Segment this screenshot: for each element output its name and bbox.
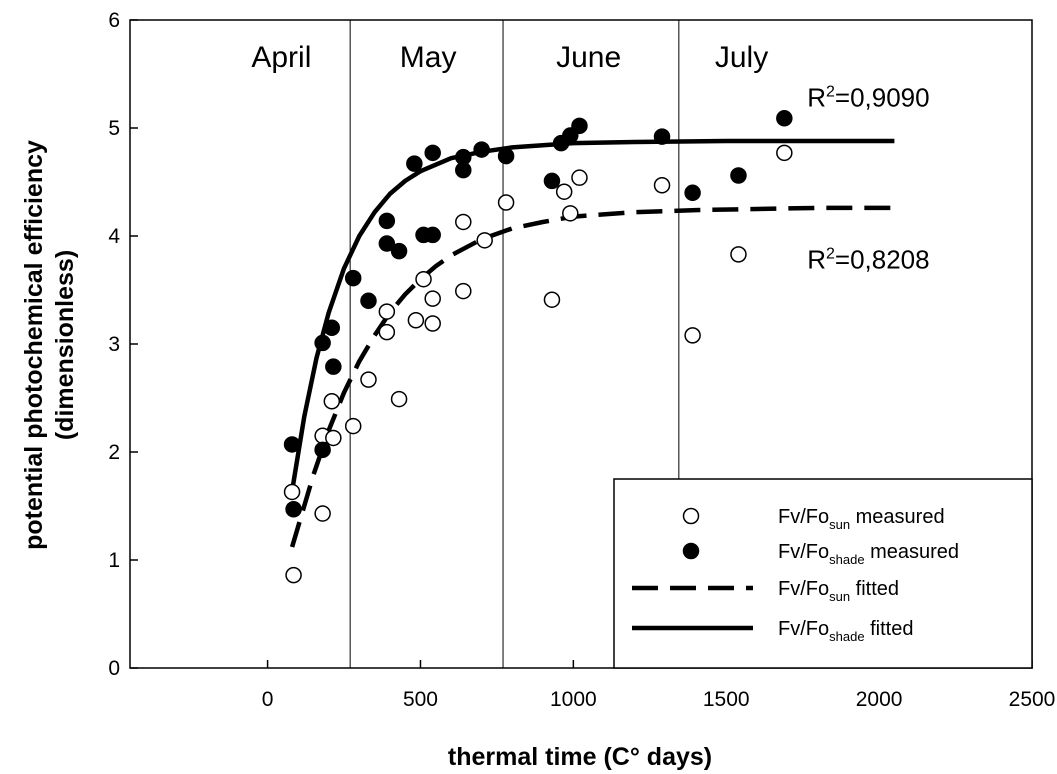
x-tick-label: 1500 [703, 688, 750, 711]
x-tick-label: 500 [403, 688, 438, 711]
data-point-sun [424, 290, 441, 307]
x-tick-label: 1000 [550, 688, 597, 711]
y-tick-label: 5 [108, 117, 120, 140]
data-point-sun [283, 483, 301, 501]
x-axis-title: thermal time (C° days) [448, 743, 712, 771]
data-point-sun [653, 176, 671, 194]
month-label-april: April [251, 41, 311, 74]
fitted-curve-sun [289, 205, 895, 548]
y-axis-title-line1: potential photochemical efficiency [20, 140, 48, 550]
data-point-shade [378, 235, 396, 252]
data-point-sun [684, 327, 701, 344]
data-point-shade [776, 110, 793, 127]
data-point-shade [653, 128, 671, 145]
y-tick-label: 1 [108, 549, 120, 572]
data-point-sun [378, 303, 396, 320]
legend-marker-sun [682, 507, 700, 525]
legend-label-sun: Fv/Fosun fitted [778, 578, 899, 604]
y-tick-label: 0 [108, 657, 120, 680]
data-point-shade [473, 141, 490, 158]
data-point-shade [730, 167, 747, 184]
data-point-sun [455, 282, 472, 300]
y-tick-label: 6 [108, 9, 120, 32]
data-point-sun [415, 270, 432, 288]
x-tick-label: 2500 [1009, 688, 1056, 711]
data-point-shade [497, 147, 515, 165]
data-point-sun [562, 205, 579, 222]
data-point-sun [407, 311, 425, 329]
legend: Fv/Fosun measured Fv/Foshade measured Fv/F… [613, 478, 1033, 669]
legend-label-shade: Fv/Foshade measured [778, 541, 959, 567]
data-point-shade [390, 242, 408, 260]
data-point-shade [314, 334, 331, 352]
data-point-sun [360, 371, 377, 388]
r2-annotations: R2=0,9090 R2=0,8208 [807, 82, 929, 274]
month-label-june: June [556, 41, 621, 74]
data-point-shade [325, 358, 342, 375]
data-point-sun [285, 566, 302, 584]
data-point-sun [776, 144, 793, 162]
data-point-shade [424, 144, 441, 162]
x-tick-label: 2000 [856, 688, 903, 711]
data-point-shade [406, 155, 423, 172]
legend-label-shade: Fv/Foshade fitted [778, 618, 913, 644]
data-point-sun [476, 232, 493, 249]
data-point-shade [378, 212, 396, 230]
y-tick-label: 2 [108, 441, 120, 464]
data-point-sun [314, 505, 331, 522]
data-point-shade [571, 117, 588, 135]
data-point-sun [571, 169, 588, 186]
data-point-shade [323, 319, 341, 337]
data-point-sun [730, 246, 747, 263]
data-point-shade [455, 161, 472, 179]
y-axis-ticks: 0 1 2 3 4 5 6 [108, 9, 138, 680]
data-point-sun [543, 291, 561, 308]
legend-label-sun: Fv/Fosun measured [778, 506, 945, 532]
r2-annotation: R2=0,9090 [807, 82, 929, 112]
month-label-may: May [400, 41, 457, 74]
data-point-sun [323, 392, 341, 410]
data-point-sun [390, 390, 408, 408]
y-tick-label: 4 [108, 225, 120, 248]
data-point-sun [555, 183, 573, 200]
data-points [283, 110, 793, 584]
data-point-shade [285, 500, 302, 518]
y-axis-title-line2: (dimensionless) [51, 250, 79, 440]
data-point-sun [455, 213, 472, 231]
data-point-sun [325, 429, 342, 447]
plot-area-frame [129, 19, 1033, 669]
legend-marker-shade [682, 542, 700, 560]
legend-box [613, 478, 1033, 669]
data-point-sun [378, 323, 396, 341]
data-point-shade [283, 436, 301, 453]
month-labels: April May June July [251, 41, 768, 74]
data-point-shade [424, 226, 441, 244]
y-tick-label: 3 [108, 333, 120, 356]
data-point-shade [684, 184, 701, 202]
data-point-sun [497, 194, 515, 211]
data-point-shade [344, 269, 362, 287]
data-point-sun [424, 315, 441, 332]
month-label-july: July [715, 41, 768, 74]
x-tick-label: 0 [262, 688, 274, 711]
data-point-sun [344, 417, 362, 435]
data-point-shade [360, 292, 377, 310]
data-point-shade [314, 441, 331, 459]
data-point-shade [543, 172, 561, 190]
r2-annotation: R2=0,8208 [807, 244, 929, 274]
